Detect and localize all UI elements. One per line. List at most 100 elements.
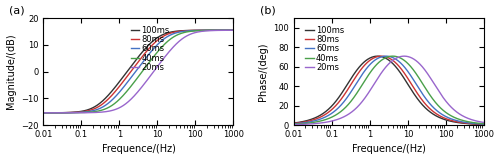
Legend: 100ms, 80ms, 60ms, 40ms, 20ms: 100ms, 80ms, 60ms, 40ms, 20ms xyxy=(302,22,348,76)
80ms xyxy=(364,62,370,64)
100ms xyxy=(481,124,487,125)
60ms xyxy=(383,55,389,57)
60ms xyxy=(478,123,484,125)
40ms xyxy=(122,93,128,95)
Line: 100ms: 100ms xyxy=(294,56,484,124)
20ms xyxy=(364,94,370,96)
Y-axis label: Phase/(deg): Phase/(deg) xyxy=(258,42,268,101)
Line: 20ms: 20ms xyxy=(44,30,234,113)
100ms xyxy=(372,55,378,57)
60ms xyxy=(226,29,232,31)
20ms xyxy=(372,82,378,84)
20ms xyxy=(401,55,407,57)
40ms xyxy=(364,76,370,78)
60ms xyxy=(122,85,128,87)
Line: 40ms: 40ms xyxy=(44,30,234,113)
40ms xyxy=(230,29,236,31)
60ms xyxy=(74,112,80,113)
20ms xyxy=(230,29,236,31)
20ms xyxy=(62,112,68,114)
40ms xyxy=(74,112,80,114)
Line: 20ms: 20ms xyxy=(294,56,484,125)
20ms xyxy=(312,123,318,124)
20ms xyxy=(478,121,484,123)
Line: 80ms: 80ms xyxy=(294,56,484,124)
100ms xyxy=(374,55,380,57)
80ms xyxy=(478,123,484,125)
60ms xyxy=(291,123,297,125)
20ms xyxy=(74,112,80,114)
20ms xyxy=(481,122,487,124)
80ms xyxy=(230,29,236,31)
100ms xyxy=(478,123,484,125)
80ms xyxy=(312,118,318,120)
40ms xyxy=(390,55,396,57)
40ms xyxy=(206,29,212,31)
80ms xyxy=(457,121,463,123)
100ms xyxy=(364,59,370,61)
80ms xyxy=(324,112,330,114)
100ms xyxy=(457,122,463,124)
60ms xyxy=(481,123,487,125)
Line: 100ms: 100ms xyxy=(44,30,234,113)
20ms xyxy=(122,104,128,106)
20ms xyxy=(457,113,463,115)
40ms xyxy=(312,121,318,123)
60ms xyxy=(230,29,236,31)
20ms xyxy=(291,124,297,126)
80ms xyxy=(74,111,80,113)
Line: 60ms: 60ms xyxy=(44,30,234,113)
80ms xyxy=(114,89,119,91)
100ms xyxy=(206,29,212,31)
40ms xyxy=(324,118,330,120)
20ms xyxy=(324,121,330,123)
80ms xyxy=(206,29,212,31)
40ms xyxy=(291,123,297,125)
20ms xyxy=(114,108,119,110)
60ms xyxy=(457,120,463,122)
60ms xyxy=(114,95,119,97)
40ms xyxy=(457,119,463,120)
60ms xyxy=(324,115,330,117)
Text: (b): (b) xyxy=(260,6,276,16)
40ms xyxy=(481,123,487,125)
60ms xyxy=(312,120,318,121)
80ms xyxy=(122,79,128,81)
80ms xyxy=(481,123,487,125)
40ms xyxy=(372,65,378,67)
80ms xyxy=(226,29,232,31)
60ms xyxy=(40,112,46,114)
80ms xyxy=(378,55,384,57)
Legend: 100ms, 80ms, 60ms, 40ms, 20ms: 100ms, 80ms, 60ms, 40ms, 20ms xyxy=(128,22,173,76)
X-axis label: Frequence/(Hz): Frequence/(Hz) xyxy=(102,144,176,154)
80ms xyxy=(372,56,378,58)
100ms xyxy=(74,111,80,113)
100ms xyxy=(291,122,297,124)
60ms xyxy=(372,59,378,61)
60ms xyxy=(206,29,212,31)
60ms xyxy=(364,67,370,69)
80ms xyxy=(62,112,68,114)
Line: 60ms: 60ms xyxy=(294,56,484,124)
Line: 40ms: 40ms xyxy=(294,56,484,124)
20ms xyxy=(226,29,232,31)
100ms xyxy=(226,29,232,31)
Line: 80ms: 80ms xyxy=(44,30,234,113)
20ms xyxy=(206,30,212,32)
100ms xyxy=(324,110,330,112)
100ms xyxy=(114,85,119,87)
X-axis label: Frequence/(Hz): Frequence/(Hz) xyxy=(352,144,426,154)
40ms xyxy=(40,112,46,114)
Y-axis label: Magnitude/(dB): Magnitude/(dB) xyxy=(6,34,16,109)
40ms xyxy=(226,29,232,31)
40ms xyxy=(114,101,119,103)
100ms xyxy=(40,112,46,114)
80ms xyxy=(291,122,297,124)
40ms xyxy=(62,112,68,114)
60ms xyxy=(62,112,68,114)
Text: (a): (a) xyxy=(10,6,25,16)
20ms xyxy=(40,112,46,114)
100ms xyxy=(62,112,68,114)
100ms xyxy=(312,117,318,119)
100ms xyxy=(230,29,236,31)
